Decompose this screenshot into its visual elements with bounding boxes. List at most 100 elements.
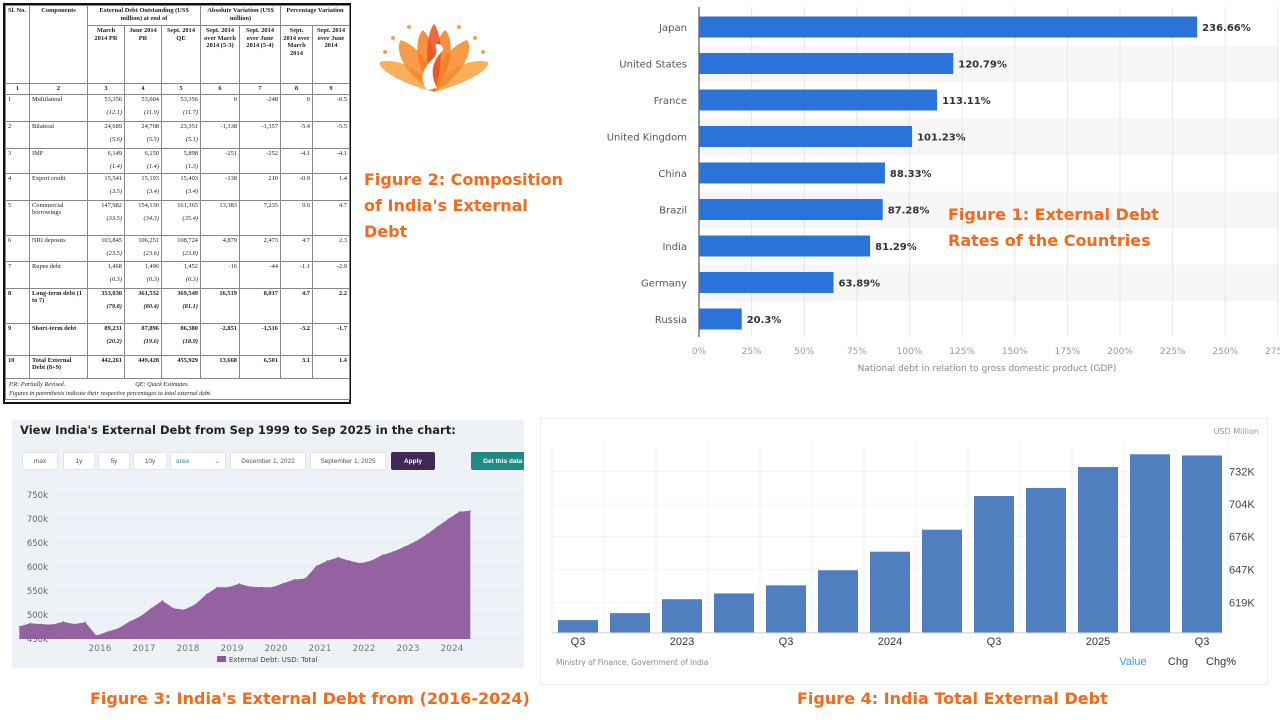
row-c8: -0.9 [280, 172, 313, 201]
percent-share: (1.4) [109, 163, 122, 171]
percent-share: (0.3) [185, 276, 198, 284]
data-point [29, 622, 31, 624]
row-c7: -252 [239, 147, 281, 174]
percent-share: (20.2) [106, 338, 122, 346]
bar-2024-q2 [922, 529, 962, 633]
external-debt-area-chart: 450k 500k 550k 600k 650k 700k 750k 2016 2017 2018… [18, 491, 524, 664]
value-text: 147,982 [101, 201, 122, 209]
area-chart-title: View India's External Debt from Sep 1999… [20, 423, 456, 437]
subheader-6: Sept. 2014 over March 2014 (5-3) [200, 25, 240, 84]
figure-2-caption: Figure 2: Composition of India's Externa… [364, 170, 564, 241]
row-value: 147,982 (33.5) [87, 199, 125, 236]
bar-2023-q4 [818, 570, 858, 633]
row-sl: 8 [5, 287, 30, 324]
row-c7: 210 [239, 172, 281, 201]
data-point [469, 510, 471, 512]
row-c9: -5.5 [312, 120, 350, 149]
row-sl: 2 [5, 120, 30, 149]
bar-india [699, 235, 871, 257]
x-tick-label: 200% [1107, 347, 1133, 357]
x-axis-label: National debt in relation to gross domes… [858, 364, 1117, 374]
data-point [271, 586, 273, 588]
row-component: Total External Debt (8+9) [29, 354, 88, 379]
data-point [194, 603, 196, 606]
data-point [18, 625, 20, 628]
category-label: Germany [641, 279, 687, 290]
column-number: 6 [200, 83, 240, 95]
row-c9: 2.2 [312, 287, 350, 324]
row-value: 87,896 (19.6) [124, 322, 162, 356]
value-text: 154,130 [138, 201, 159, 209]
row-value: 53,356 (12.1) [87, 93, 125, 122]
x-tick-label: 2023 [397, 644, 420, 654]
tab-value[interactable]: Value [1119, 656, 1146, 668]
percent-share: (34.3) [143, 215, 159, 223]
value-text: 353,030 [101, 289, 122, 297]
row-c7: -44 [239, 260, 281, 289]
chart-type-select[interactable]: area ⌄ [170, 452, 226, 470]
end-date-input[interactable]: September 1, 2025 [310, 452, 386, 470]
category-label: Brazil [659, 206, 687, 217]
row-c9: -4.1 [312, 147, 350, 174]
chevron-down-icon: ⌄ [214, 458, 220, 465]
row-value: 108,724 (23.8) [161, 234, 201, 262]
row-c6: -2,851 [200, 322, 240, 356]
apply-button[interactable]: Apply [391, 452, 435, 470]
figure-1-caption: Figure 1: External Debt Rates of the Cou… [948, 205, 1159, 250]
data-point [403, 546, 405, 548]
bar-2023-q1 [662, 599, 702, 633]
value-text: 455,929 [177, 356, 198, 364]
row-value: 24,708 (5.5) [124, 120, 162, 149]
value-text: 15,403 [180, 174, 198, 182]
x-tick-label: 2025 [1086, 636, 1110, 648]
unit-label: USD Million [1214, 427, 1259, 436]
x-tick-label: Q3 [779, 636, 794, 648]
x-tick-label: 150% [1002, 347, 1028, 357]
row-c8: 4.7 [280, 287, 313, 324]
data-point [293, 578, 295, 581]
x-tick-label: 250% [1212, 347, 1238, 357]
row-value: 6,150 (1.4) [124, 147, 162, 174]
range-5y-button[interactable]: 5y [98, 452, 130, 470]
data-point [128, 621, 130, 623]
bar-brazil [699, 199, 883, 220]
row-value: 154,130 (34.3) [124, 199, 162, 236]
data-point [458, 511, 460, 513]
x-tick-label: 2024 [441, 644, 464, 654]
peacock-lotus-logo [379, 24, 489, 92]
start-date-input[interactable]: December 1, 2022 [230, 452, 306, 470]
bar-united-kingdom [699, 126, 913, 147]
range-max-button[interactable]: max [22, 452, 58, 470]
value-text: 369,549 [177, 289, 198, 297]
table-row: 2 Bilateral 24,689 (5.6) 24,708 (5.5) 23,351 (5… [5, 120, 350, 149]
get-data-button[interactable]: Get this data [471, 452, 524, 470]
header-absolute: Absolute Variation (US$ million) [200, 5, 281, 26]
row-component: Rupee debt [29, 260, 88, 289]
bar-2022-q3 [558, 620, 598, 633]
figure-4-caption: Figure 4: India Total External Debt [797, 689, 1108, 708]
value-text: 6,150 [144, 149, 159, 157]
note-pr: P.R: Partially Revised. [9, 380, 66, 388]
value-text: 361,532 [138, 289, 159, 297]
row-sl: 7 [5, 260, 30, 289]
y-tick-label: 500k [27, 611, 48, 621]
range-1y-button[interactable]: 1y [63, 452, 95, 470]
x-tick-label: 75% [847, 347, 867, 357]
value-text: 1,496 [144, 262, 159, 270]
data-point [227, 586, 229, 588]
range-10y-button[interactable]: 10y [133, 452, 167, 470]
y-tick-label: 450k [27, 635, 48, 645]
percent-share: (81.1) [182, 303, 198, 311]
value-text: 161,365 [177, 201, 198, 209]
bar-2023-q3 [766, 585, 806, 633]
data-point [161, 600, 163, 602]
row-value: 361,532 (80.4) [124, 287, 162, 324]
x-tick-label: 2024 [878, 636, 902, 648]
tab-chg-pct[interactable]: Chg% [1206, 656, 1236, 668]
x-tick-label: 2017 [133, 644, 156, 654]
row-c6: -16 [200, 260, 240, 289]
column-number: 9 [312, 83, 350, 95]
row-value: 15,541 (3.5) [87, 172, 125, 201]
tab-chg[interactable]: Chg [1168, 656, 1188, 668]
percent-share: (11.7) [183, 109, 198, 117]
